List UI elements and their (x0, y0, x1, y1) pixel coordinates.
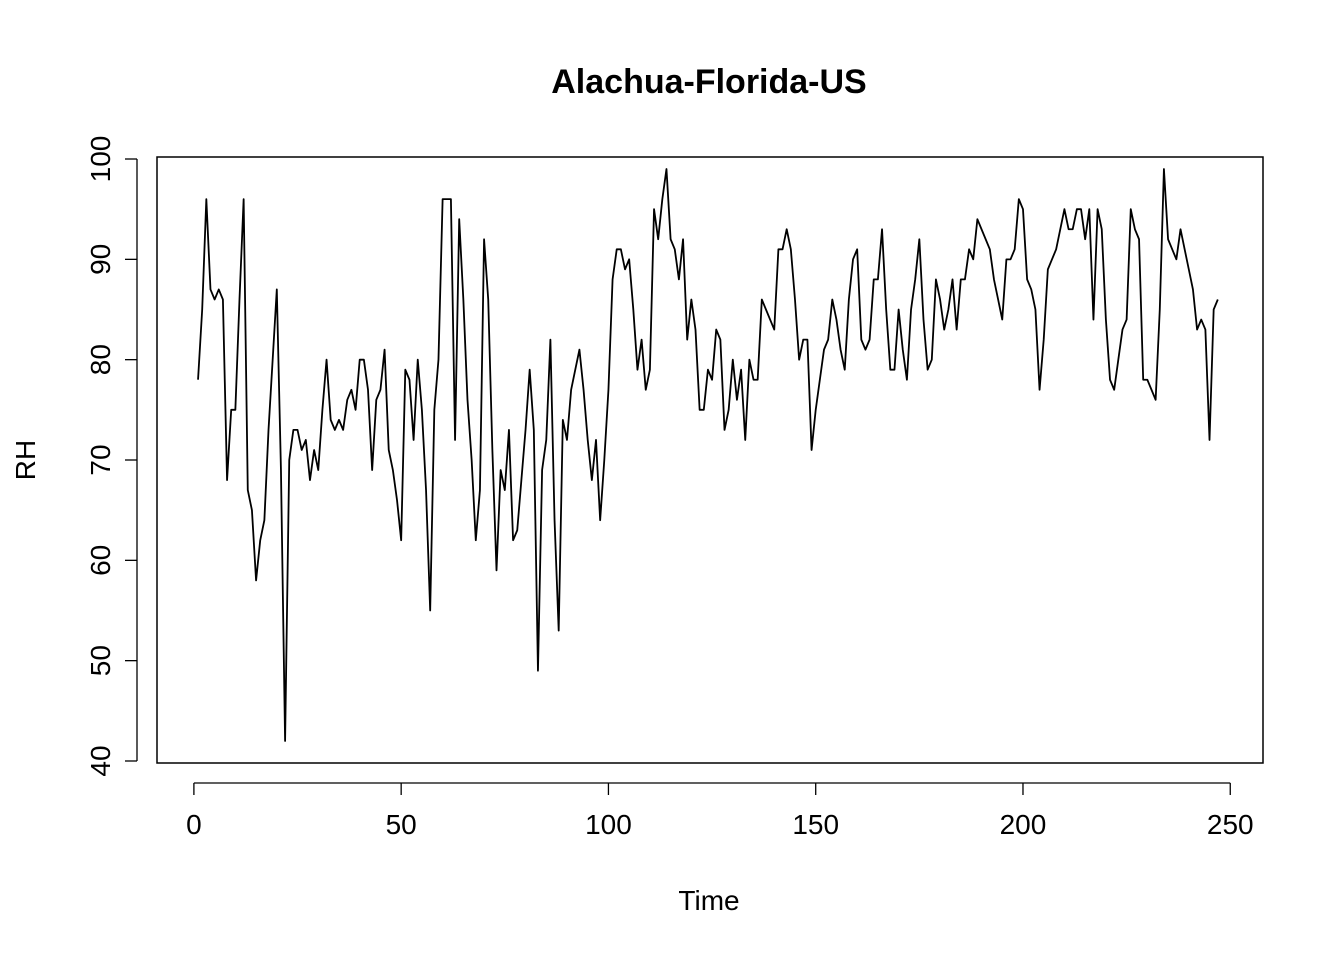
x-tick-label: 150 (792, 809, 839, 840)
y-tick-label: 50 (85, 645, 116, 676)
x-axis-label: Time (678, 885, 739, 916)
x-axis: 0 50 100 150 200 250 (186, 782, 1254, 840)
y-axis: 40 50 60 70 80 90 100 (85, 136, 138, 777)
x-tick-label: 200 (1000, 809, 1047, 840)
series-group (197, 168, 1219, 742)
y-axis-label: RH (10, 440, 41, 480)
x-tick-label: 50 (386, 809, 417, 840)
y-tick-label: 40 (85, 745, 116, 776)
y-tick-label: 90 (85, 244, 116, 275)
chart-title: Alachua-Florida-US (551, 63, 866, 101)
plot-area-frame (156, 156, 1264, 764)
y-tick-label: 60 (85, 545, 116, 576)
y-tick-label: 100 (85, 136, 116, 183)
series-line-rh (197, 168, 1219, 742)
x-tick-label: 100 (585, 809, 632, 840)
y-tick-label: 80 (85, 344, 116, 375)
y-tick-label: 70 (85, 444, 116, 475)
x-tick-label: 0 (186, 809, 202, 840)
x-tick-label: 250 (1207, 809, 1254, 840)
